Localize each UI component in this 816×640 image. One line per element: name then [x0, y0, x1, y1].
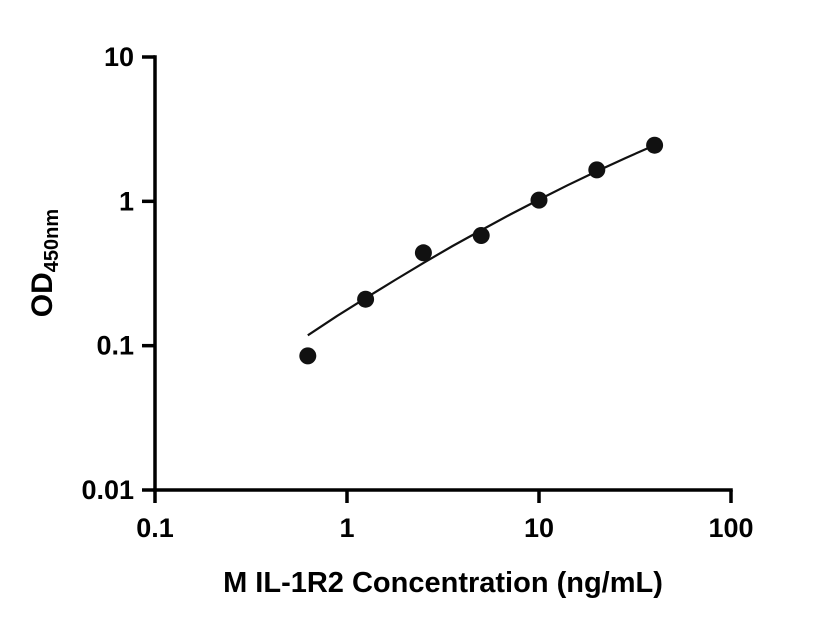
- data-point: [646, 136, 664, 154]
- data-point: [530, 191, 548, 209]
- data-point: [299, 347, 317, 365]
- y-axis-title-main: OD: [26, 272, 59, 317]
- y-axis-title-subscript: 450nm: [41, 209, 63, 272]
- data-point: [357, 290, 375, 308]
- x-axis-title: M IL-1R2 Concentration (ng/mL): [223, 567, 663, 599]
- data-point: [588, 161, 606, 179]
- y-tick-label: 0.01: [81, 475, 134, 505]
- data-point: [414, 244, 432, 262]
- y-tick-label: 1: [119, 186, 134, 216]
- x-tick-label: 1: [339, 513, 354, 543]
- x-tick-label: 10: [524, 513, 554, 543]
- x-tick-label: 0.1: [136, 513, 174, 543]
- x-tick-label: 100: [708, 513, 753, 543]
- data-point: [472, 227, 490, 244]
- y-axis-title: OD450nm: [26, 209, 63, 317]
- y-tick-label: 0.1: [96, 331, 134, 361]
- y-tick-label: 10: [104, 42, 134, 72]
